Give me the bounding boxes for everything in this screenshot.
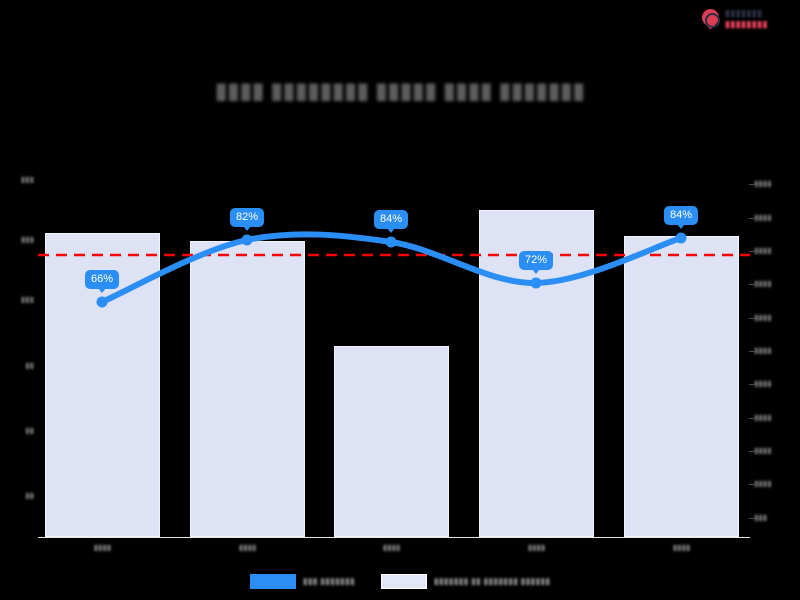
x-axis-tick-label: ▮▮▮▮ bbox=[672, 543, 691, 552]
y-axis-right-tick-label: ▮▮▮▮ bbox=[754, 313, 772, 322]
legend-bar-series[interactable]: ▮▮▮▮▮▮▮ ▮▮ ▮▮▮▮▮▮▮ ▮▮▮▮▮▮ bbox=[380, 574, 551, 589]
y-axis-right-tick-label: ▮▮▮▮ bbox=[754, 379, 772, 388]
brand-logo: ▮▮▮▮▮▮▮ ▮▮▮▮▮▮▮▮ bbox=[698, 5, 792, 33]
logo-line-2: ▮▮▮▮▮▮▮▮ bbox=[725, 19, 768, 29]
data-point-label: 72% bbox=[518, 251, 554, 274]
data-point-label: 84% bbox=[373, 210, 409, 233]
y-axis-right-tick-label: ▮▮▮▮ bbox=[754, 179, 772, 188]
y-axis-left-tick-label: ▮▮ bbox=[25, 426, 34, 435]
chart-legend: ▮▮▮ ▮▮▮▮▮▮▮ ▮▮▮▮▮▮▮ ▮▮ ▮▮▮▮▮▮▮ ▮▮▮▮▮▮ bbox=[0, 574, 800, 589]
data-point-label: 66% bbox=[84, 270, 120, 293]
y-axis-right-tick-label: ▮▮▮▮ bbox=[754, 346, 772, 355]
y-axis-right: ▮▮▮▮ ▮▮▮▮ ▮▮▮▮ ▮▮▮▮ ▮▮▮▮ ▮▮▮▮ ▮▮▮▮ ▮▮▮▮ ▮▮▮▮ ▮▮▮▮… bbox=[749, 176, 798, 537]
y-axis-right-tick-mark bbox=[749, 218, 754, 219]
data-point-label: 82% bbox=[229, 208, 265, 231]
y-axis-right-tick-label: ▮▮▮▮ bbox=[754, 479, 772, 488]
y-axis-right-tick-mark bbox=[749, 518, 754, 519]
chart-title: ▮▮▮▮ ▮▮▮▮▮▮▮▮ ▮▮▮▮▮ ▮▮▮▮ ▮▮▮▮▮▮▮ bbox=[215, 78, 585, 103]
bar-column[interactable] bbox=[190, 241, 305, 537]
bar-column[interactable] bbox=[334, 346, 449, 537]
x-axis-tick-label: ▮▮▮▮ bbox=[93, 543, 112, 552]
y-axis-right-tick-mark bbox=[749, 184, 754, 185]
y-axis-right-tick-label: ▮▮▮ bbox=[754, 513, 768, 522]
y-axis-right-tick-label: ▮▮▮▮ bbox=[754, 246, 772, 255]
y-axis-right-tick-mark bbox=[749, 318, 754, 319]
y-axis-left-tick-label: ▮▮▮ bbox=[20, 235, 34, 244]
y-axis-right-tick-mark bbox=[749, 384, 754, 385]
y-axis-right-tick-label: ▮▮▮▮ bbox=[754, 213, 772, 222]
y-axis-right-tick-mark bbox=[749, 484, 754, 485]
y-axis-left-tick-label: ▮▮▮ bbox=[20, 175, 34, 184]
y-axis-left-tick-label: ▮▮ bbox=[25, 361, 34, 370]
legend-line-series[interactable]: ▮▮▮ ▮▮▮▮▮▮▮ bbox=[249, 574, 355, 589]
y-axis-right-tick-mark bbox=[749, 418, 754, 419]
y-axis-right-tick-label: ▮▮▮▮ bbox=[754, 279, 772, 288]
x-axis-tick-label: ▮▮▮▮ bbox=[382, 543, 401, 552]
y-axis-right-tick-label: ▮▮▮▮ bbox=[754, 446, 772, 455]
y-axis-right-tick-mark bbox=[749, 251, 754, 252]
logo-wordmark: ▮▮▮▮▮▮▮ ▮▮▮▮▮▮▮▮ bbox=[725, 9, 768, 29]
bar-column[interactable] bbox=[624, 236, 739, 537]
y-axis-right-tick-mark bbox=[749, 451, 754, 452]
legend-swatch bbox=[380, 574, 427, 589]
legend-label: ▮▮▮▮▮▮▮ ▮▮ ▮▮▮▮▮▮▮ ▮▮▮▮▮▮ bbox=[433, 576, 551, 586]
y-axis-right-tick-label: ▮▮▮▮ bbox=[754, 413, 772, 422]
data-point-label: 84% bbox=[663, 206, 699, 229]
y-axis-left-tick-label: ▮▮▮ bbox=[20, 295, 34, 304]
x-axis-tick-label: ▮▮▮▮ bbox=[527, 543, 546, 552]
y-axis-left-tick-label: ▮▮ bbox=[25, 491, 34, 500]
y-axis-left: ▮▮▮ ▮▮▮ ▮▮▮ ▮▮ ▮▮ ▮▮ bbox=[0, 175, 34, 537]
y-axis-right-tick-mark bbox=[749, 284, 754, 285]
logo-line-1: ▮▮▮▮▮▮▮ bbox=[725, 8, 763, 18]
y-axis-right-tick-mark bbox=[749, 351, 754, 352]
logo-drop-icon bbox=[698, 5, 723, 31]
x-axis-tick-label: ▮▮▮▮ bbox=[238, 543, 257, 552]
legend-label: ▮▮▮ ▮▮▮▮▮▮▮ bbox=[302, 576, 355, 586]
legend-swatch bbox=[249, 574, 296, 589]
x-axis-baseline bbox=[38, 537, 750, 538]
